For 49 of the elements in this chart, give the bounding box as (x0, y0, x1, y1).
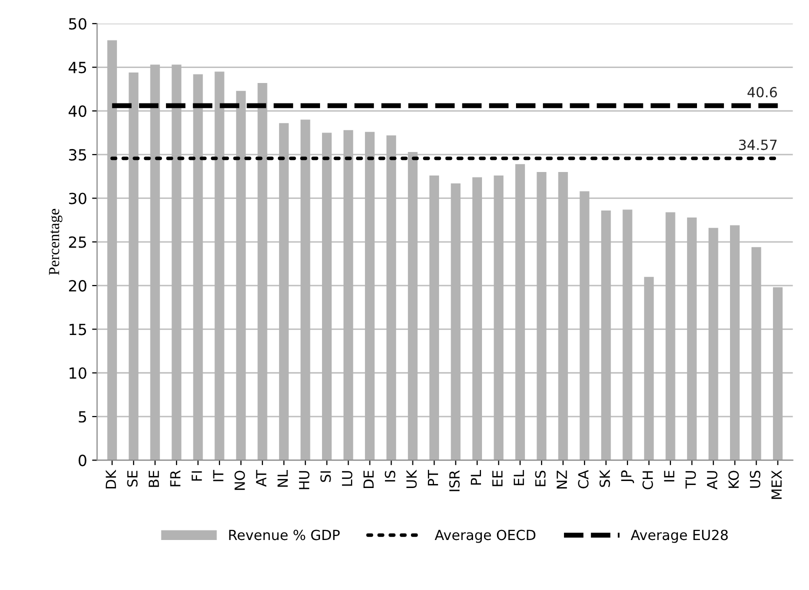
y-axis-title: Percentage (49, 208, 62, 275)
y-tick-label: 40 (68, 105, 86, 117)
x-tick-label: LU (342, 471, 352, 486)
x-tick-label: JP (621, 470, 634, 484)
x-tick-label: NL (278, 470, 288, 487)
x-tick-label: AT (256, 470, 266, 487)
data-label: 40.6 (748, 86, 777, 98)
x-tick-label: ES (535, 470, 546, 486)
x-tick-label: EL (514, 470, 524, 486)
legend-label: Average OECD (434, 530, 536, 543)
y-tick-label: 0 (78, 454, 86, 466)
y-tick-label: 35 (69, 149, 86, 161)
x-tick-label: KO (728, 470, 739, 488)
y-tick-label: 20 (69, 280, 86, 292)
x-tick-label: AU (707, 471, 718, 490)
y-tick-label: 15 (70, 324, 86, 336)
x-tick-label: SE (127, 470, 138, 487)
y-tick-label: 25 (69, 236, 86, 248)
x-tick-label: IE (664, 470, 674, 482)
x-tick-label: FR (170, 470, 180, 486)
x-tick-label: DE (364, 470, 374, 488)
y-tick-label: 30 (69, 192, 86, 204)
x-tick-label: MEX (771, 470, 782, 499)
y-tick-label: 45 (68, 62, 86, 74)
x-tick-label: EE (492, 470, 502, 486)
x-tick-label: SI (320, 471, 331, 482)
x-tick-label: SK (600, 470, 610, 487)
x-tick-label: CH (642, 471, 653, 490)
legend-label: Average EU28 (630, 530, 728, 543)
x-tick-label: IT (213, 470, 224, 482)
y-tick-label: 5 (78, 411, 86, 423)
x-tick-label: TU (686, 471, 696, 489)
x-tick-label: NO (234, 470, 245, 490)
x-tick-label: DK (106, 470, 116, 488)
x-tick-label: IS (384, 470, 396, 482)
data-label: 34.57 (739, 140, 777, 150)
y-tick-label: 50 (69, 18, 86, 30)
x-tick-label: US (750, 470, 760, 488)
x-tick-label: HU (299, 471, 310, 490)
x-tick-label: NZ (556, 470, 567, 488)
x-tick-label: PT (428, 470, 438, 486)
x-tick-label: FI (192, 471, 202, 481)
x-tick-label: ISR (449, 470, 460, 492)
y-tick-label: 10 (70, 367, 86, 379)
x-tick-label: CA (578, 470, 589, 488)
x-tick-label: BE (148, 470, 159, 487)
x-tick-label: PL (470, 470, 481, 485)
legend-label: Revenue % GDP (229, 530, 340, 540)
x-tick-label: UK (406, 470, 417, 488)
